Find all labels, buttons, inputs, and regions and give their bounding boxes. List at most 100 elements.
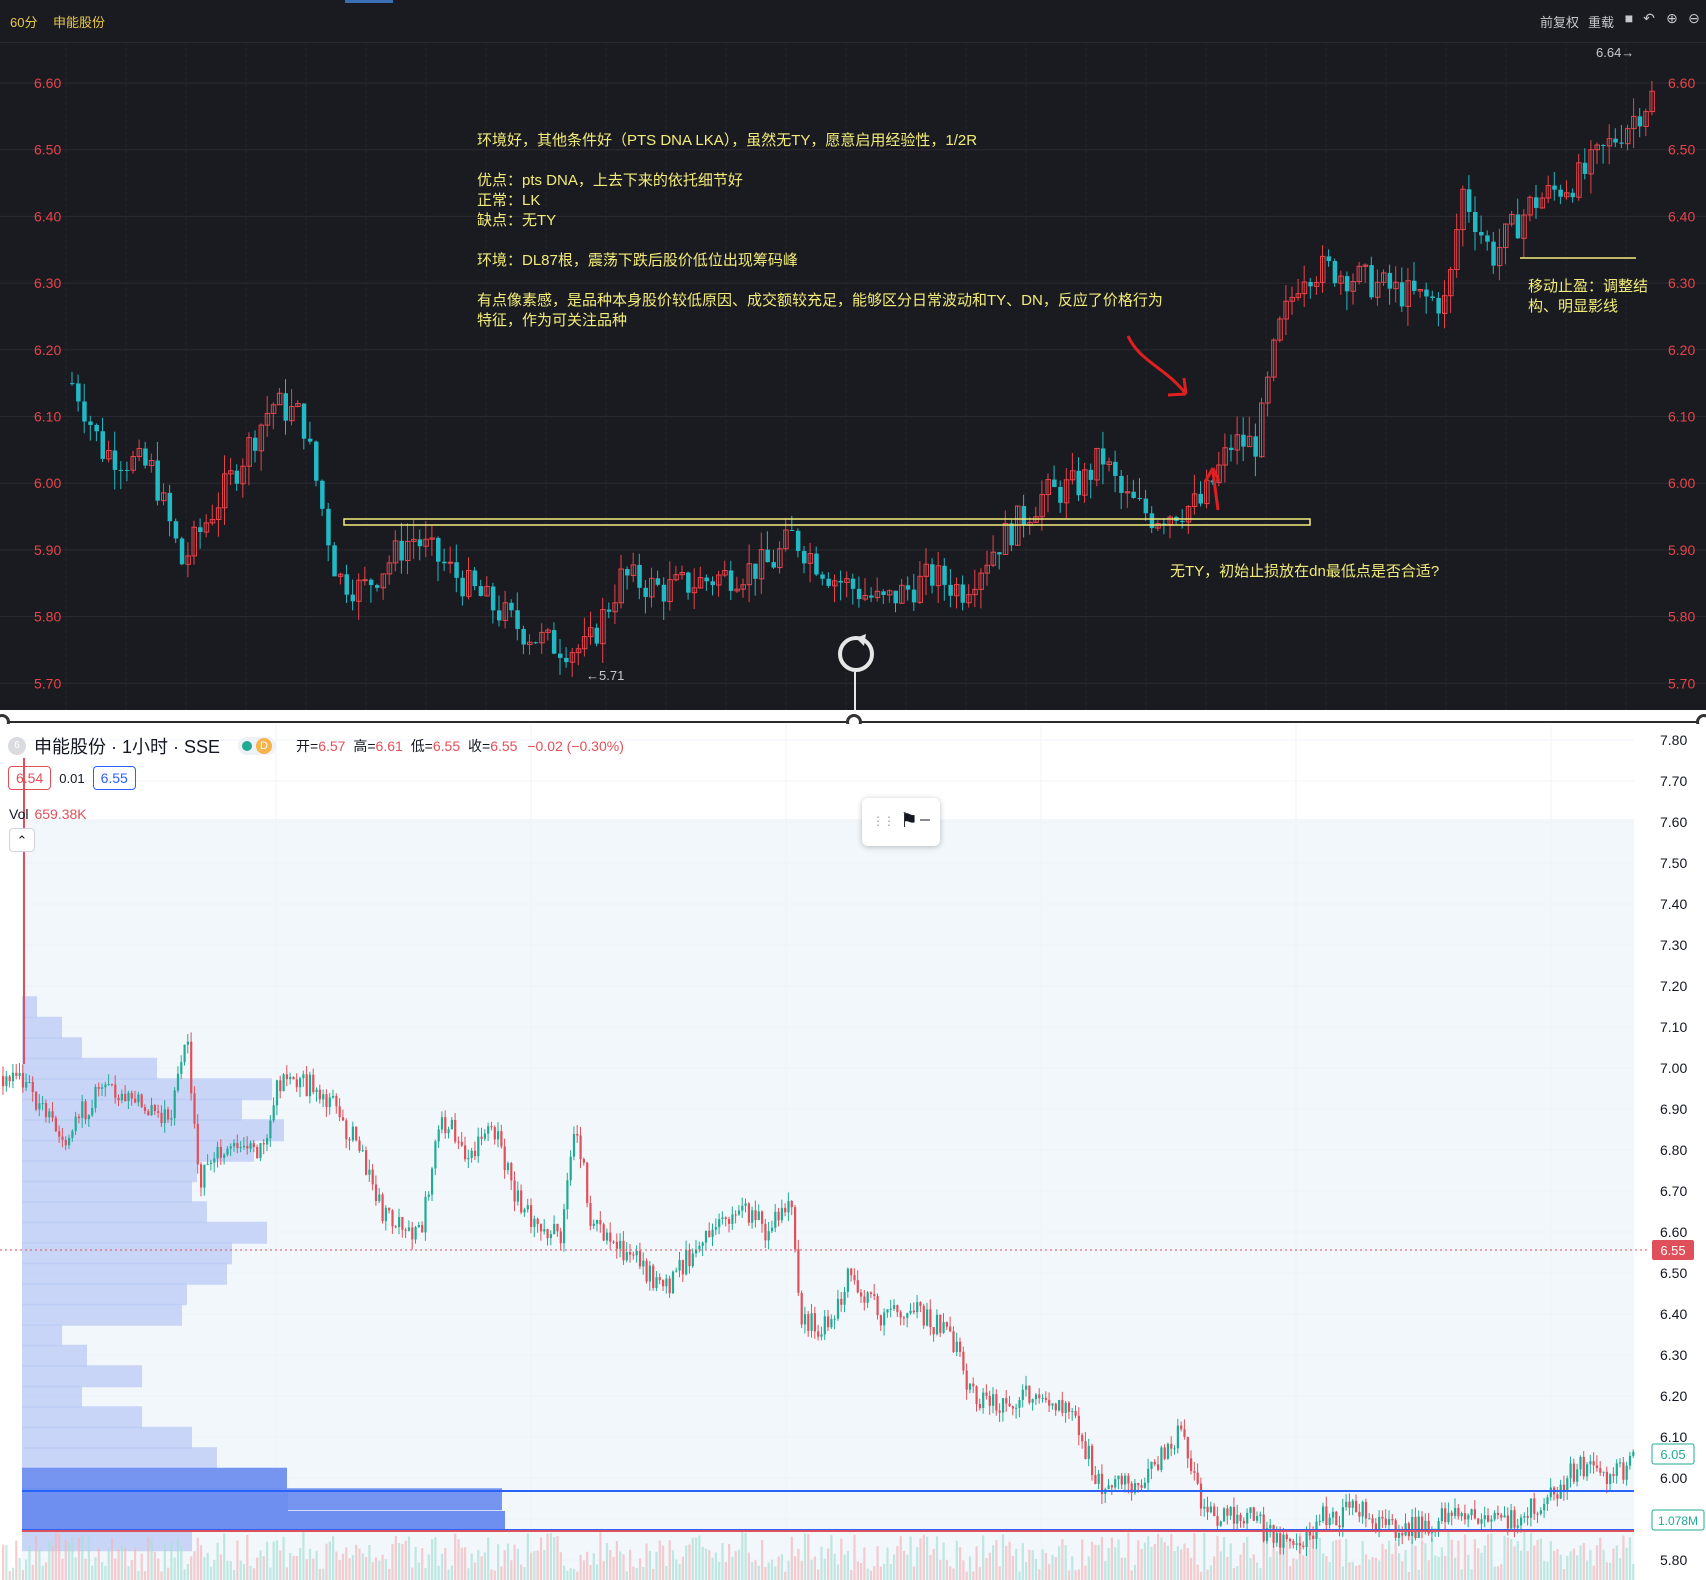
top-candle-body (350, 594, 356, 602)
volume-bar (167, 1567, 170, 1580)
top-candle-body (386, 562, 393, 575)
support-zone-rectangle[interactable] (343, 518, 1311, 526)
bottom-candle-body (982, 1392, 985, 1409)
volume-bar (850, 1570, 853, 1580)
volume-bar (249, 1565, 252, 1580)
stock-name-label[interactable]: 申能股份 (53, 15, 106, 30)
bottom-candle-body (899, 1312, 902, 1318)
volume-bar (516, 1548, 519, 1580)
volume-bar (836, 1564, 840, 1580)
add-circle-icon[interactable]: ⊕ (1666, 10, 1678, 26)
undo-icon[interactable]: ↶ (1643, 10, 1655, 26)
bottom-candle-body (11, 1072, 15, 1082)
volume-bar (414, 1546, 417, 1580)
buy-button[interactable]: 6.55 (92, 766, 136, 790)
top-candle-body (716, 574, 722, 586)
interval-label[interactable]: 60分 (10, 15, 38, 30)
top-candle-body (869, 595, 874, 598)
volume-bar (1628, 1537, 1632, 1580)
top-candlestick-chart[interactable]: 6.60 6.50 6.40 6.30 6.20 6.10 6.00 5.90 5.80 5.70… (0, 42, 1706, 710)
flag-tool-icon[interactable]: ⚑ (900, 810, 918, 832)
bottom-candle-body (170, 1118, 173, 1120)
top-candle-body (1350, 281, 1356, 292)
top-candle-body (100, 431, 105, 459)
volume-bar (1282, 1545, 1285, 1580)
bottom-candle-body (1602, 1471, 1605, 1473)
active-tab-indicator (345, 0, 393, 3)
bottom-candle-body (823, 1316, 826, 1335)
reset-icon[interactable] (838, 634, 874, 710)
adjust-price-button[interactable]: 前复权 (1540, 15, 1580, 30)
top-y-tick-right: 5.70 (1668, 675, 1695, 691)
top-candle-body (1301, 281, 1308, 295)
drag-handle-icon[interactable]: ⋮⋮ (872, 814, 895, 828)
bottom-y-tick: 6.50 (1660, 1265, 1687, 1281)
top-candles (70, 80, 1655, 677)
bottom-candle-body (1477, 1518, 1480, 1524)
volume-bar (110, 1537, 114, 1580)
bottom-candle-body (1163, 1447, 1166, 1459)
pin-tool-icon[interactable]: ⎯ (920, 808, 930, 830)
bottom-candle-body (209, 1162, 213, 1164)
volume-bar (1275, 1551, 1278, 1580)
bottom-candle-body (985, 1392, 988, 1396)
profile-bar (22, 1078, 272, 1101)
bottom-candle-body (929, 1309, 932, 1328)
bottom-candle-body (1592, 1461, 1595, 1466)
bottom-candle-body (995, 1394, 998, 1411)
top-candle-body (1460, 188, 1466, 231)
volume-bar (869, 1570, 873, 1580)
volume-bar (1252, 1554, 1255, 1580)
profile-bar (22, 1160, 197, 1183)
volume-bar (1417, 1569, 1420, 1580)
bottom-candlestick-chart[interactable]: 7.80 7.70 7.60 7.50 7.40 7.30 7.20 7.10 7.00 6.90… (0, 724, 1706, 1580)
bottom-candle-body (266, 1138, 269, 1145)
bottom-candle-body (1384, 1518, 1387, 1526)
bottom-candle-body (1615, 1463, 1618, 1476)
sell-button[interactable]: 6.54 (8, 766, 52, 790)
volume-bar (1493, 1566, 1496, 1580)
top-y-tick-right: 6.20 (1668, 342, 1695, 358)
volume-bar (523, 1567, 526, 1580)
floating-drawing-toolbar[interactable]: ⋮⋮ ⚑ ⎯ (862, 798, 940, 846)
bottom-candle-body (757, 1211, 760, 1221)
lock-icon[interactable]: ■ (1624, 10, 1634, 26)
volume-bar (1351, 1561, 1354, 1580)
top-candle-body (942, 565, 947, 585)
top-candle-body (1582, 162, 1588, 174)
bottom-candle-body (962, 1351, 965, 1371)
bottom-candle-body (1272, 1525, 1275, 1543)
bottom-candle-body (770, 1227, 774, 1232)
bottom-candle-body (553, 1223, 556, 1235)
bottom-candle-body (1483, 1515, 1486, 1520)
bottom-candle-body (665, 1278, 668, 1287)
top-candle-body (344, 574, 349, 595)
market-status[interactable]: D (238, 737, 277, 755)
volume-legend[interactable]: Vol 659.38K (9, 806, 87, 822)
reload-button[interactable]: 重载 (1588, 15, 1615, 30)
annotation-trailing-stop[interactable]: 移动止盈：调整结 构、明显影线 (1528, 278, 1649, 315)
bottom-chart-panel[interactable]: 7.80 7.70 7.60 7.50 7.40 7.30 7.20 7.10 7.00 6.90… (0, 724, 1706, 1580)
collapse-legend-button[interactable]: ⌃ (9, 828, 35, 852)
bottom-candle-body (883, 1312, 886, 1326)
symbol-title[interactable]: 申能股份 · 1小时 · SSE (34, 737, 221, 757)
annotation-stop-loss-question[interactable]: 无TY，初始止损放在dn最低点是否合适? (1170, 563, 1440, 580)
bottom-candle-body (1094, 1474, 1097, 1484)
bottom-candle-body (780, 1207, 783, 1221)
volume-bar (384, 1559, 387, 1580)
top-chart-panel[interactable]: 60分 申能股份 前复权 重载 ■ ↶ ⊕ ⊖ 6.60 6.50 6.40 6.30… (0, 0, 1706, 710)
bottom-candle-body (1153, 1461, 1156, 1465)
volume-bar (190, 1556, 193, 1580)
volume-bar (609, 1549, 612, 1580)
volume-bar (757, 1565, 760, 1580)
symbol-legend[interactable]: 6 申能股份 · 1小时 · SSE D 开=6.57 高=6.61 低=6.5… (8, 734, 624, 758)
remove-circle-icon[interactable]: ⊖ (1688, 10, 1700, 26)
volume-bar (325, 1543, 328, 1580)
bottom-candle-body (1533, 1498, 1536, 1514)
bottom-candle-body (1275, 1533, 1278, 1543)
bottom-candle-body (1325, 1506, 1328, 1526)
volume-bar (1100, 1536, 1104, 1580)
annotation-analysis-note[interactable]: 环境好，其他条件好（PTS DNA LKA），虽然无TY，愿意启用经验性，1/2… (477, 132, 1163, 329)
bottom-candle-body (1203, 1506, 1206, 1509)
bottom-candle-body (1566, 1478, 1569, 1492)
